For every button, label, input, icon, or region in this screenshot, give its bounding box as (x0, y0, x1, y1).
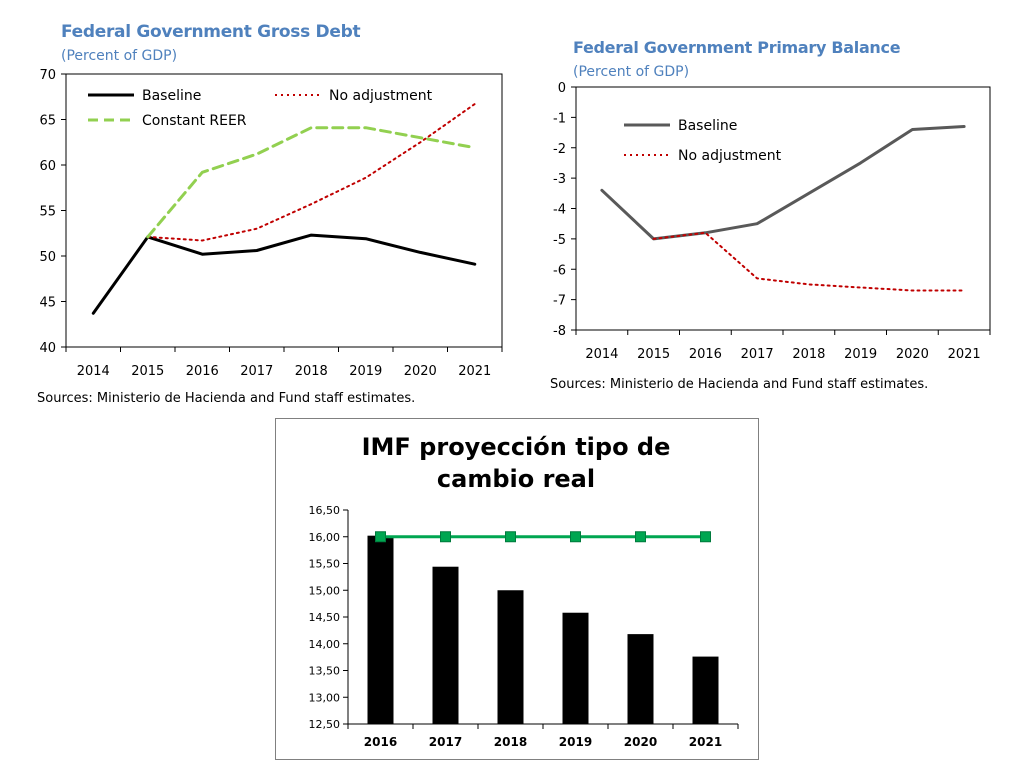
y-tick-label: 14,00 (309, 638, 341, 651)
legend-label: No adjustment (678, 148, 782, 164)
chart-subtitle: (Percent of GDP) (61, 48, 178, 64)
x-tick-label: 2016 (186, 364, 219, 379)
y-tick-label: 15,00 (309, 584, 341, 597)
y-tick-label: 15,50 (309, 558, 341, 571)
y-tick-label: 70 (39, 68, 56, 83)
y-tick-label: 13,50 (309, 665, 341, 678)
chart-title: Federal Government Gross Debt (61, 22, 361, 42)
y-tick-label: -7 (553, 294, 566, 309)
chart-subtitle: (Percent of GDP) (573, 64, 690, 80)
legend-label: Baseline (142, 88, 201, 104)
real-exchange-rate-chart-panel: IMF proyección tipo de cambio real 16,50… (275, 418, 759, 760)
gross-debt-plot: 70 65 60 55 50 45 40 2014 2015 2016 2017 2018 2019 20… (39, 68, 503, 379)
y-tick-label: 12,50 (309, 718, 341, 731)
primary-balance-plot: 0 -1 -2 -3 -4 -5 -6 -7 -8 2014 2015 2016 2017 2018 201… (553, 81, 991, 362)
y-tick-label: 13,00 (309, 691, 341, 704)
x-tick-label: 2018 (494, 735, 527, 749)
legend-label: Constant REER (142, 113, 247, 129)
y-tick-label: -2 (553, 142, 566, 157)
line-marker (700, 531, 711, 543)
series-line-baseline (91, 233, 477, 315)
line-marker (440, 531, 451, 543)
x-tick-label: 2019 (349, 364, 382, 379)
y-tick-label: -8 (553, 324, 566, 339)
y-tick-label: 65 (39, 114, 56, 129)
bar (497, 590, 524, 724)
x-tick-label: 2021 (948, 347, 981, 362)
y-tick-label: 16,50 (309, 504, 341, 517)
x-tick-label: 2018 (295, 364, 328, 379)
legend-label: No adjustment (329, 88, 433, 104)
x-tick-label: 2021 (458, 364, 491, 379)
y-tick-label: 40 (39, 341, 56, 356)
y-tick-label: 0 (558, 81, 566, 96)
chart-source-note: Sources: Ministerio de Hacienda and Fund… (37, 391, 416, 406)
y-tick-label: 60 (39, 159, 56, 174)
x-tick-label: 2019 (559, 735, 592, 749)
x-tick-label: 2020 (896, 347, 929, 362)
x-tick-label: 2017 (741, 347, 774, 362)
x-tick-label: 2021 (689, 735, 722, 749)
x-tick-label: 2020 (404, 364, 437, 379)
x-tick-label: 2016 (689, 347, 722, 362)
x-tick-label: 2015 (131, 364, 164, 379)
plot-area (65, 73, 503, 348)
series-line-no-adjustment (652, 231, 966, 292)
line-marker (375, 531, 386, 543)
gross-debt-chart-panel: Federal Government Gross Debt (Percent o… (0, 0, 520, 420)
y-tick-label: 45 (39, 296, 56, 311)
x-tick-label: 2020 (624, 735, 657, 749)
y-tick-label: -5 (553, 233, 566, 248)
bar (432, 566, 459, 724)
x-tick-label: 2014 (585, 347, 618, 362)
y-tick-label: -3 (553, 172, 566, 187)
x-tick-label: 2017 (429, 735, 462, 749)
y-tick-label: 14,50 (309, 611, 341, 624)
bar (692, 656, 719, 724)
bar (627, 634, 654, 724)
x-tick-label: 2019 (844, 347, 877, 362)
x-tick-label: 2014 (77, 364, 110, 379)
legend-label: Baseline (678, 118, 737, 134)
line-marker (570, 531, 581, 543)
y-tick-label: -1 (553, 111, 566, 126)
line-marker (505, 531, 516, 543)
y-tick-label: 55 (39, 205, 56, 220)
x-tick-label: 2015 (637, 347, 670, 362)
x-tick-label: 2017 (240, 364, 273, 379)
series-line-constant-reer (146, 126, 477, 239)
series-line-baseline (600, 125, 966, 241)
primary-balance-chart-panel: Federal Government Primary Balance (Perc… (520, 0, 1024, 420)
y-tick-label: -4 (553, 203, 566, 218)
x-tick-label: 2016 (364, 735, 397, 749)
chart-source-note: Sources: Ministerio de Hacienda and Fund… (550, 377, 929, 392)
line-marker (635, 531, 646, 543)
bar (562, 612, 589, 724)
y-tick-label: 50 (39, 250, 56, 265)
bar (367, 535, 394, 724)
real-exchange-rate-plot: 16,50 16,00 15,50 15,00 14,50 14,00 13,50 13,00… (309, 504, 739, 749)
chart-title: IMF proyección tipo de cambio real (361, 433, 671, 493)
y-tick-label: 16,00 (309, 531, 341, 544)
series-line-no-adjustment (146, 103, 476, 242)
chart-title: Federal Government Primary Balance (573, 38, 901, 57)
x-tick-label: 2018 (792, 347, 825, 362)
y-tick-label: -6 (553, 263, 566, 278)
